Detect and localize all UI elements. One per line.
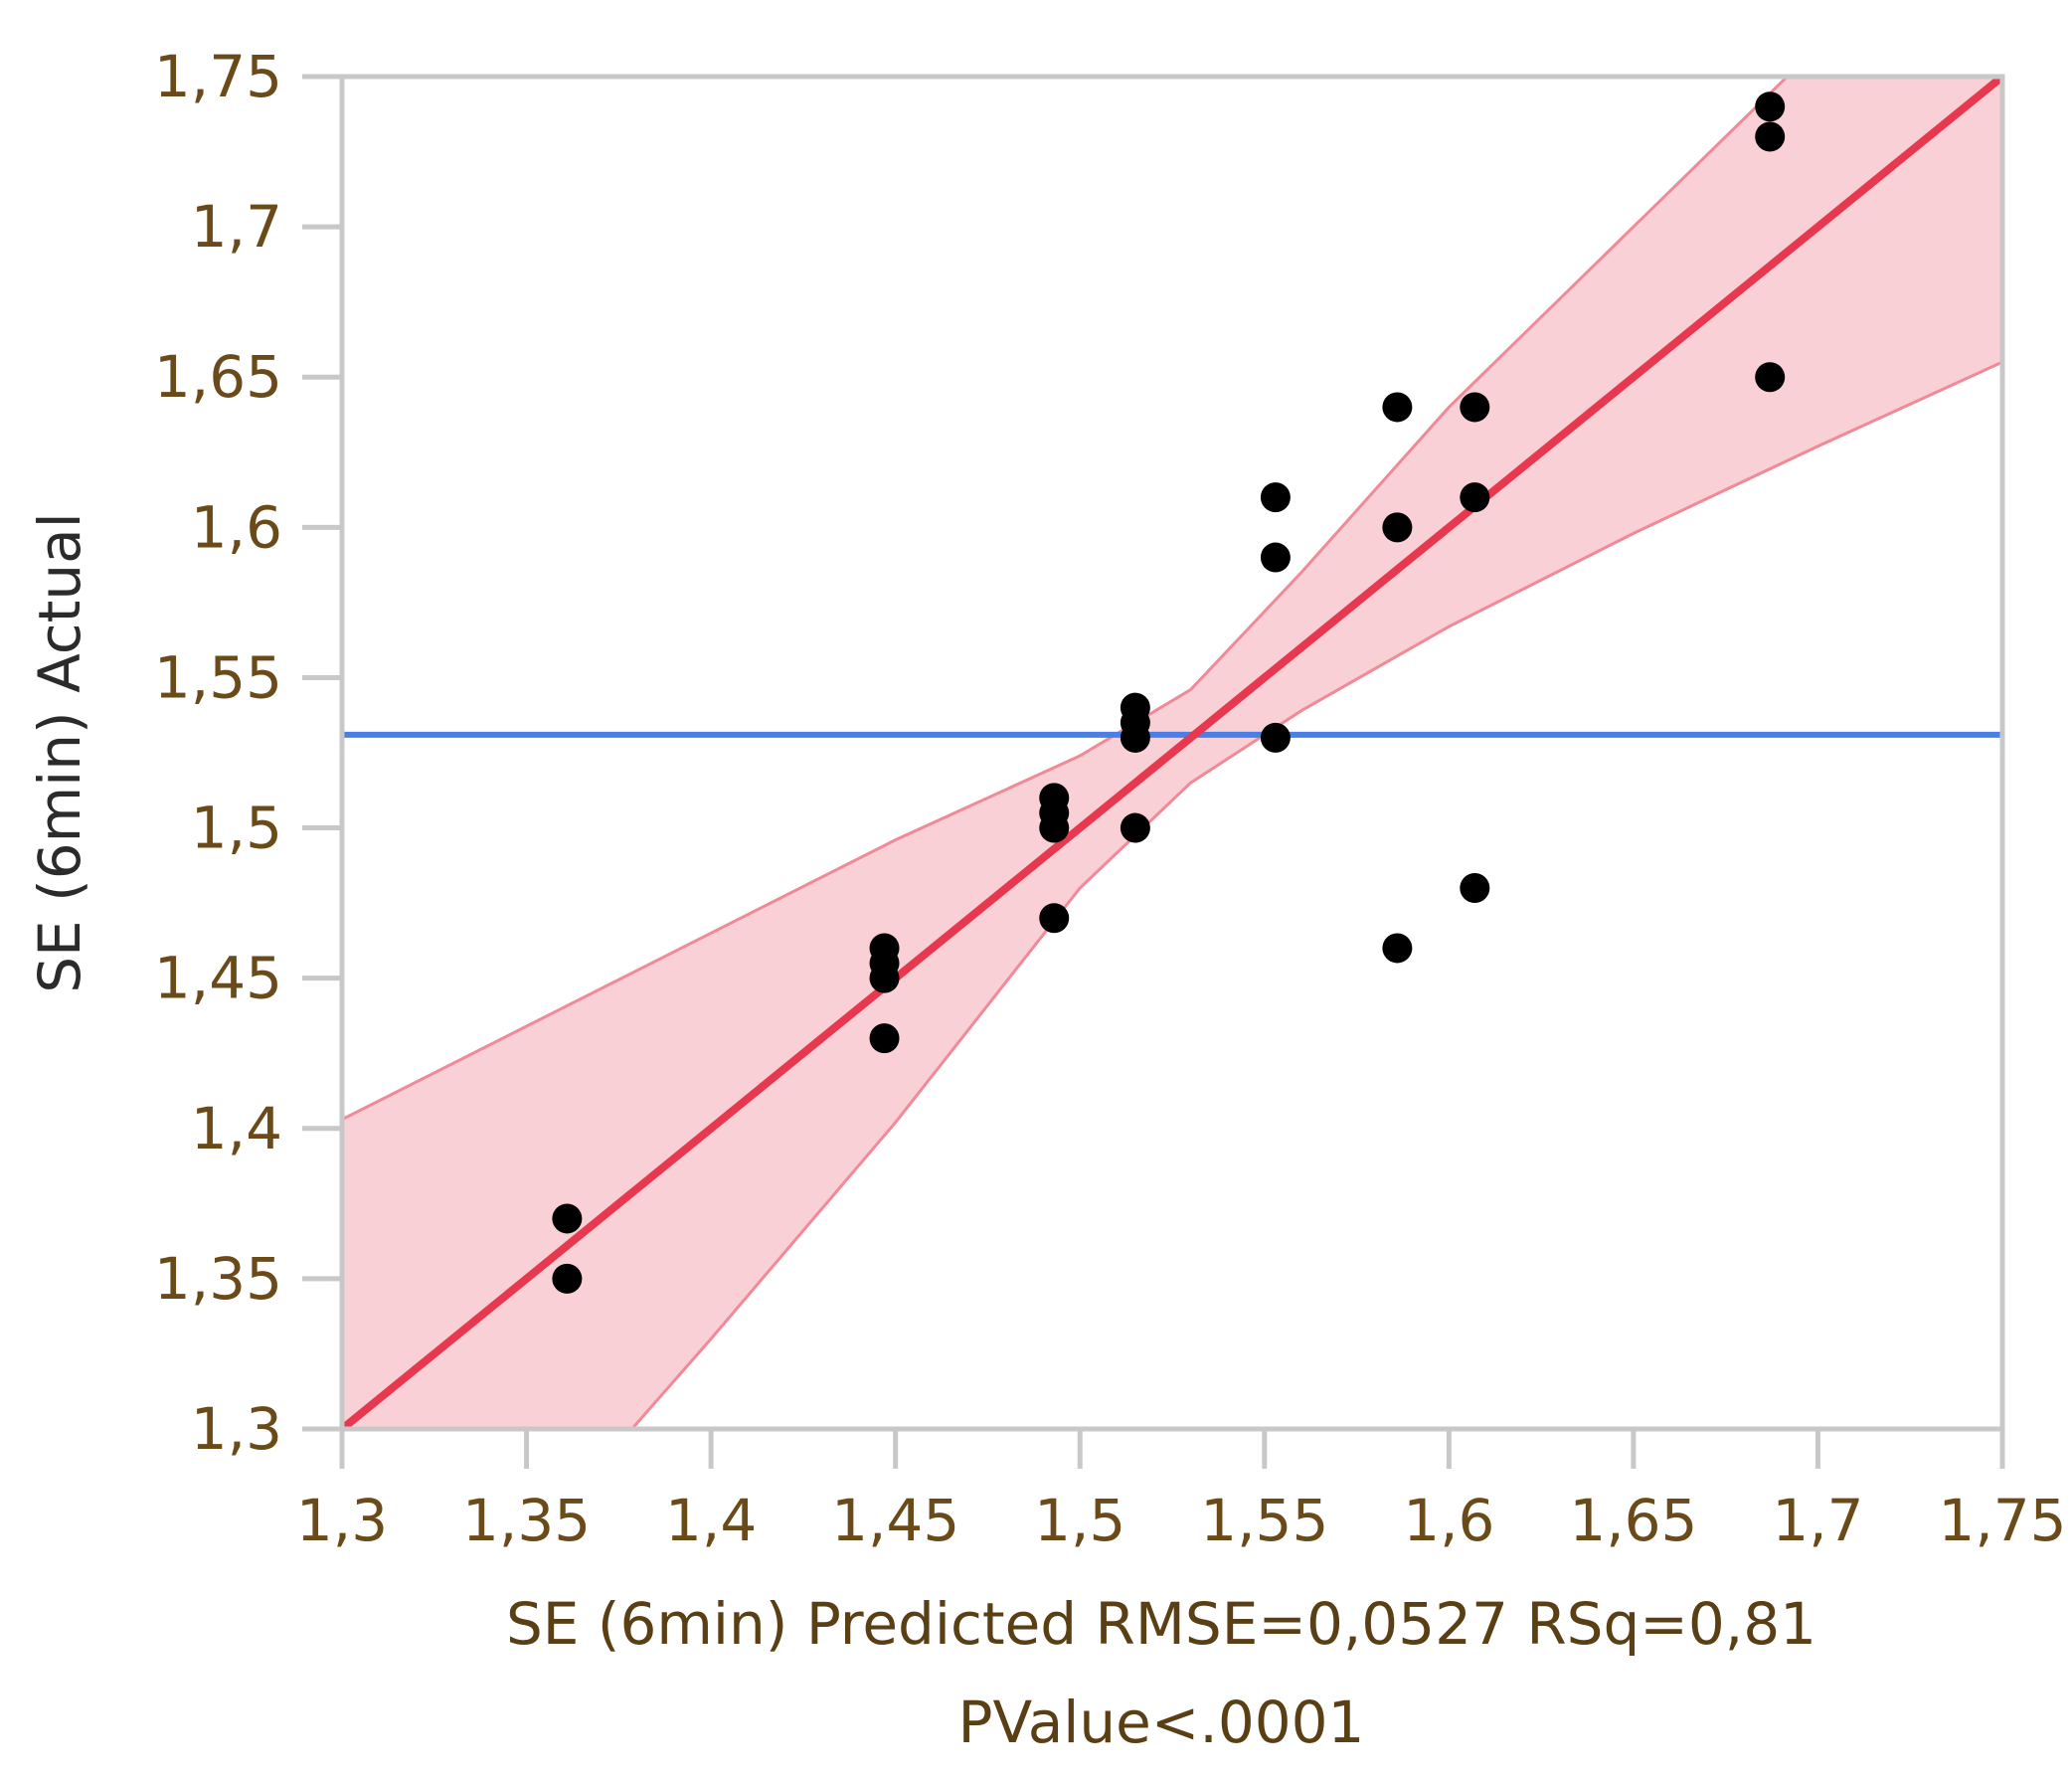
data-point-4 [869, 963, 900, 993]
fit-line [342, 77, 2002, 1429]
x-tick-label-8: 1,7 [1772, 1487, 1863, 1554]
x-tick-label-5: 1,55 [1200, 1487, 1328, 1554]
x-tick-label-1: 1,35 [462, 1487, 591, 1554]
data-point-14 [1260, 482, 1291, 513]
data-point-13 [1120, 812, 1150, 843]
data-point-1 [552, 1263, 583, 1294]
y-tick-label-4: 1,5 [191, 795, 282, 862]
data-point-21 [1460, 482, 1490, 513]
data-point-23 [1755, 91, 1786, 122]
x-tick-label-3: 1,45 [831, 1487, 959, 1554]
data-point-8 [1039, 812, 1070, 843]
confidence-band-lower-edge [629, 360, 2002, 1429]
y-axis-title: SE (6min) Actual [26, 512, 93, 993]
plot-area [342, 77, 2002, 1429]
data-point-15 [1260, 542, 1291, 573]
axes [302, 74, 2005, 1469]
confidence-band [342, 77, 2002, 1429]
y-tick-label-9: 1,75 [154, 43, 282, 110]
x-tick-label-0: 1,3 [296, 1487, 388, 1554]
y-tick-label-2: 1,4 [191, 1095, 282, 1162]
confidence-band-upper-edge [342, 77, 1790, 1122]
y-tick-label-0: 1,3 [191, 1395, 282, 1463]
y-tick-label-8: 1,7 [191, 193, 282, 261]
x-axis-title: SE (6min) Predicted RMSE=0,0527 RSq=0,81 [506, 1590, 1816, 1658]
data-point-12 [1120, 722, 1150, 753]
y-tick-label-3: 1,45 [154, 945, 282, 1012]
data-point-17 [1382, 392, 1413, 423]
x-tick-label-9: 1,75 [1938, 1487, 2066, 1554]
y-tick-label-6: 1,6 [191, 493, 282, 561]
y-tick-label-5: 1,55 [154, 643, 282, 711]
data-point-5 [869, 1023, 900, 1054]
y-tick-label-7: 1,65 [154, 343, 282, 411]
data-point-19 [1382, 933, 1413, 964]
data-point-20 [1460, 392, 1490, 423]
x-tick-label-6: 1,6 [1403, 1487, 1494, 1554]
x-tick-label-7: 1,65 [1569, 1487, 1697, 1554]
data-point-24 [1755, 121, 1786, 152]
x-tick-label-2: 1,4 [665, 1487, 757, 1554]
x-axis-title-line2: PValue<.0001 [958, 1689, 1365, 1756]
data-point-0 [552, 1203, 583, 1234]
y-tick-label-1: 1,35 [154, 1245, 282, 1313]
tick-labels: 1,3 1,35 1,4 1,45 1,5 1,55 1,6 1,65 1,7 1,75 1,3 1,… [154, 43, 2067, 1554]
data-point-18 [1382, 512, 1413, 543]
data-point-16 [1260, 722, 1291, 753]
plot-frame [339, 74, 2005, 1432]
data-point-9 [1039, 903, 1070, 934]
data-point-25 [1755, 362, 1786, 393]
data-point-22 [1460, 873, 1490, 903]
x-tick-label-4: 1,5 [1034, 1487, 1125, 1554]
